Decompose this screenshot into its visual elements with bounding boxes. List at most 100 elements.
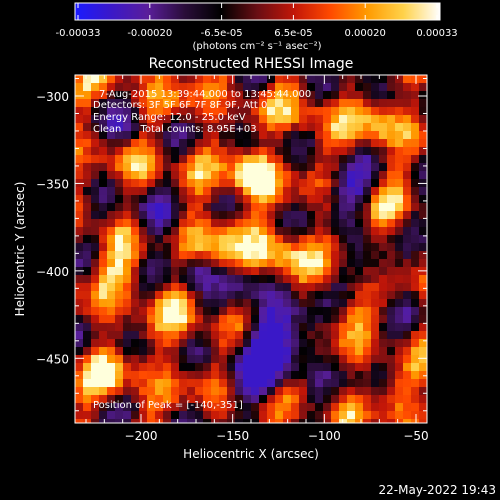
image-pixel <box>203 339 211 347</box>
image-pixel <box>235 131 243 139</box>
image-pixel <box>99 395 107 403</box>
image-pixel <box>411 139 419 147</box>
image-pixel <box>291 83 299 91</box>
image-pixel <box>323 387 331 395</box>
image-pixel <box>171 403 179 411</box>
image-pixel <box>227 75 235 83</box>
image-pixel <box>307 195 315 203</box>
image-pixel <box>123 91 131 99</box>
image-pixel <box>347 179 355 187</box>
image-pixel <box>259 387 267 395</box>
image-pixel <box>107 275 115 283</box>
image-pixel <box>75 99 83 107</box>
image-pixel <box>275 235 283 243</box>
image-pixel <box>179 187 187 195</box>
image-pixel <box>99 387 107 395</box>
image-pixel <box>75 171 83 179</box>
image-pixel <box>331 83 339 91</box>
image-pixel <box>371 323 379 331</box>
image-pixel <box>307 355 315 363</box>
image-pixel <box>387 163 395 171</box>
image-pixel <box>411 227 419 235</box>
image-pixel <box>355 403 363 411</box>
image-pixel <box>219 99 227 107</box>
image-pixel <box>243 307 251 315</box>
image-pixel <box>211 163 219 171</box>
image-pixel <box>91 283 99 291</box>
image-pixel <box>235 403 243 411</box>
image-pixel <box>251 227 259 235</box>
image-pixel <box>379 363 387 371</box>
image-pixel <box>411 307 419 315</box>
image-pixel <box>299 291 307 299</box>
image-pixel <box>243 411 251 419</box>
image-pixel <box>99 155 107 163</box>
image-pixel <box>219 107 227 115</box>
image-pixel <box>187 219 195 227</box>
image-pixel <box>371 195 379 203</box>
image-pixel <box>163 171 171 179</box>
image-pixel <box>107 251 115 259</box>
image-pixel <box>411 403 419 411</box>
image-pixel <box>283 91 291 99</box>
image-pixel <box>115 323 123 331</box>
image-pixel <box>187 347 195 355</box>
image-pixel <box>235 211 243 219</box>
image-pixel <box>379 115 387 123</box>
image-pixel <box>331 147 339 155</box>
image-pixel <box>155 243 163 251</box>
image-pixel <box>403 195 411 203</box>
image-pixel <box>195 307 203 315</box>
image-pixel <box>163 83 171 91</box>
image-pixel <box>83 147 91 155</box>
image-pixel <box>203 387 211 395</box>
image-pixel <box>195 347 203 355</box>
image-pixel <box>403 171 411 179</box>
image-pixel <box>267 259 275 267</box>
image-pixel <box>355 379 363 387</box>
image-pixel <box>275 339 283 347</box>
image-pixel <box>227 155 235 163</box>
image-pixel <box>283 283 291 291</box>
image-pixel <box>131 139 139 147</box>
image-pixel <box>395 83 403 91</box>
image-pixel <box>131 259 139 267</box>
image-pixel <box>323 91 331 99</box>
image-pixel <box>275 131 283 139</box>
image-pixel <box>275 163 283 171</box>
image-pixel <box>139 115 147 123</box>
image-pixel <box>107 195 115 203</box>
image-pixel <box>179 411 187 419</box>
image-pixel <box>123 155 131 163</box>
image-pixel <box>107 243 115 251</box>
image-pixel <box>315 259 323 267</box>
image-pixel <box>115 83 123 91</box>
image-pixel <box>283 235 291 243</box>
image-pixel <box>227 347 235 355</box>
image-pixel <box>339 155 347 163</box>
image-pixel <box>251 243 259 251</box>
image-pixel <box>75 227 83 235</box>
image-pixel <box>275 283 283 291</box>
image-pixel <box>195 355 203 363</box>
image-pixel <box>395 139 403 147</box>
image-pixel <box>187 251 195 259</box>
image-pixel <box>395 243 403 251</box>
image-pixel <box>99 91 107 99</box>
image-pixel <box>243 203 251 211</box>
image-pixel <box>387 371 395 379</box>
image-pixel <box>179 99 187 107</box>
image-pixel <box>171 227 179 235</box>
image-pixel <box>163 131 171 139</box>
image-pixel <box>123 139 131 147</box>
image-pixel <box>155 235 163 243</box>
image-pixel <box>403 251 411 259</box>
image-pixel <box>227 243 235 251</box>
image-pixel <box>307 299 315 307</box>
image-pixel <box>107 259 115 267</box>
footer-timestamp: 22-May-2022 19:43 <box>379 483 496 497</box>
image-pixel <box>187 331 195 339</box>
image-pixel <box>75 107 83 115</box>
image-pixel <box>331 115 339 123</box>
image-pixel <box>211 91 219 99</box>
